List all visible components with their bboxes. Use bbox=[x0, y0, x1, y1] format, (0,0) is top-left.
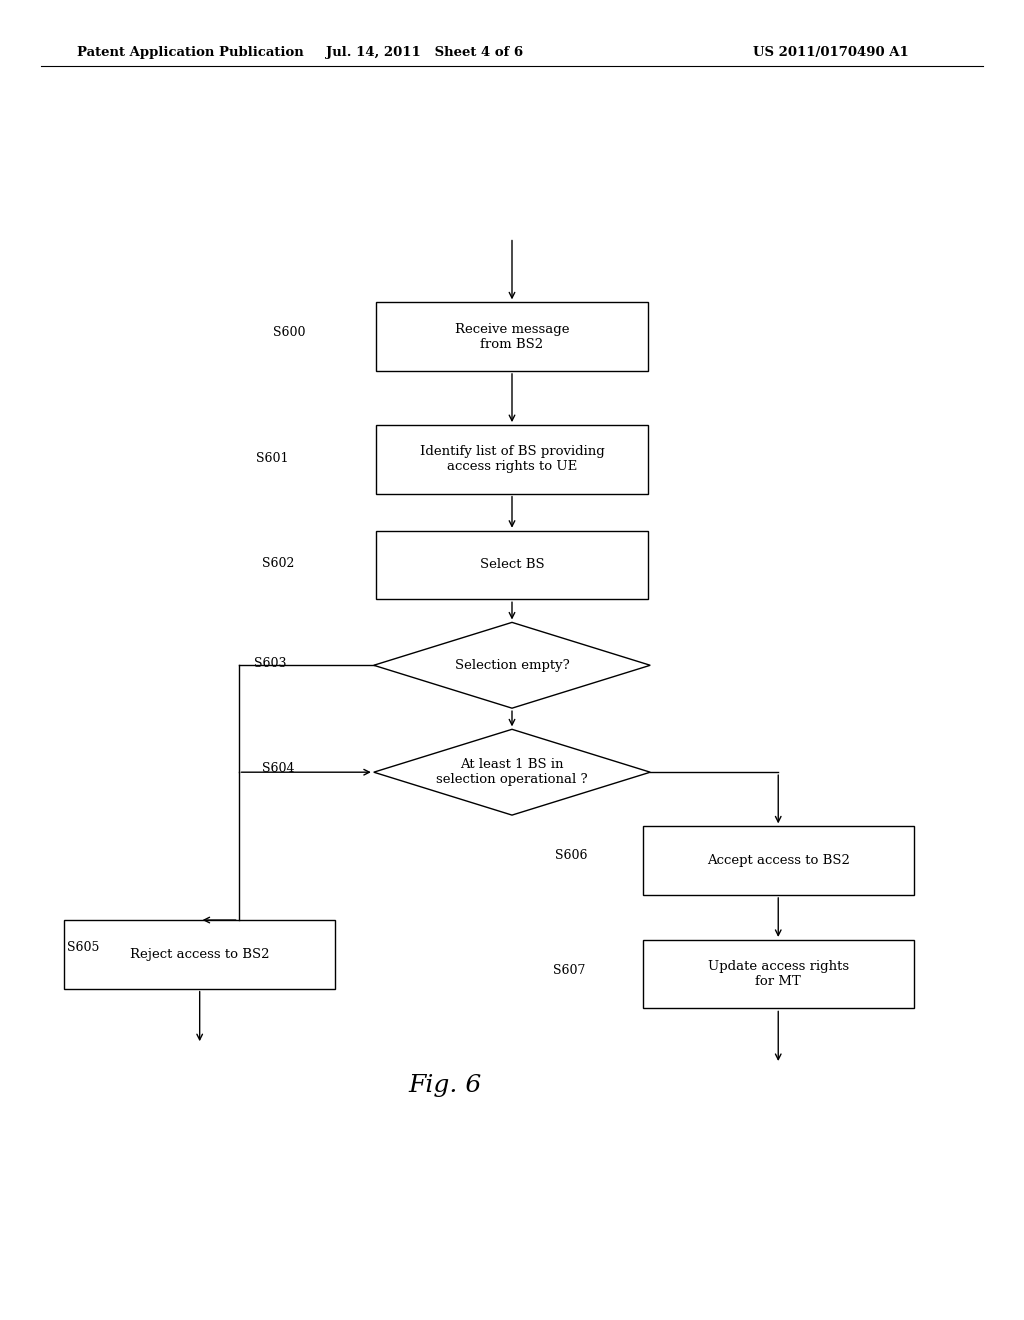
Text: Identify list of BS providing
access rights to UE: Identify list of BS providing access rig… bbox=[420, 445, 604, 474]
Text: At least 1 BS in
selection operational ?: At least 1 BS in selection operational ? bbox=[436, 758, 588, 787]
Text: Patent Application Publication: Patent Application Publication bbox=[77, 46, 303, 59]
Text: S605: S605 bbox=[67, 941, 99, 954]
Text: S606: S606 bbox=[555, 849, 588, 862]
FancyBboxPatch shape bbox=[377, 425, 648, 494]
Text: Jul. 14, 2011   Sheet 4 of 6: Jul. 14, 2011 Sheet 4 of 6 bbox=[327, 46, 523, 59]
FancyBboxPatch shape bbox=[643, 826, 913, 895]
FancyBboxPatch shape bbox=[643, 940, 913, 1008]
Text: S602: S602 bbox=[261, 557, 294, 570]
Polygon shape bbox=[374, 623, 650, 708]
Text: US 2011/0170490 A1: US 2011/0170490 A1 bbox=[753, 46, 908, 59]
FancyBboxPatch shape bbox=[377, 531, 648, 599]
Text: S600: S600 bbox=[272, 326, 305, 339]
FancyBboxPatch shape bbox=[63, 920, 336, 989]
Text: S603: S603 bbox=[254, 657, 287, 671]
Text: Fig. 6: Fig. 6 bbox=[409, 1073, 482, 1097]
Text: Accept access to BS2: Accept access to BS2 bbox=[707, 854, 850, 867]
Text: Update access rights
for MT: Update access rights for MT bbox=[708, 960, 849, 989]
Text: Select BS: Select BS bbox=[479, 558, 545, 572]
Polygon shape bbox=[374, 729, 650, 816]
Text: Selection empty?: Selection empty? bbox=[455, 659, 569, 672]
Text: S607: S607 bbox=[553, 964, 586, 977]
FancyBboxPatch shape bbox=[377, 302, 648, 371]
Text: Receive message
from BS2: Receive message from BS2 bbox=[455, 322, 569, 351]
Text: S601: S601 bbox=[256, 451, 289, 465]
Text: S604: S604 bbox=[262, 762, 295, 775]
Text: Reject access to BS2: Reject access to BS2 bbox=[130, 948, 269, 961]
